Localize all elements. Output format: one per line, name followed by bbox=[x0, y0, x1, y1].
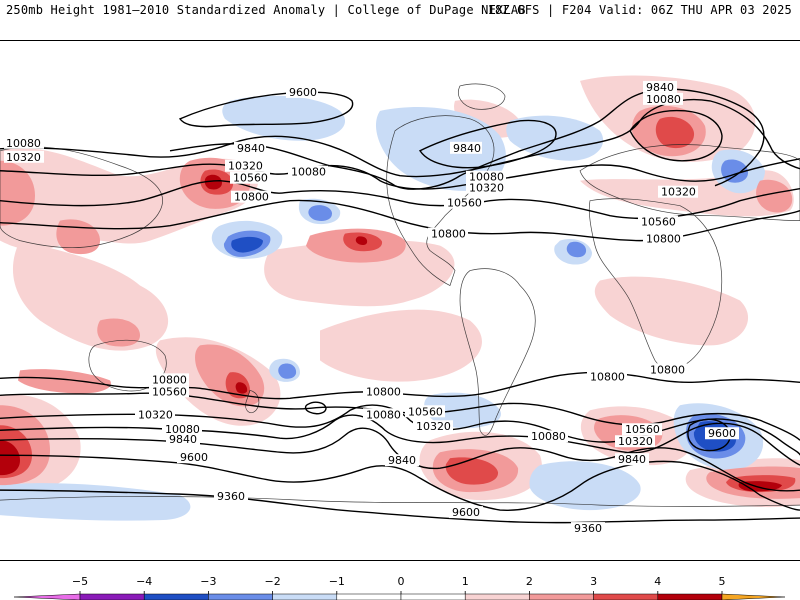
contour-label-9840-sh-atlantic: 9840 bbox=[388, 454, 416, 467]
contour-label-10560-sh-pacific: 10560 bbox=[408, 405, 443, 418]
colorbar-segment bbox=[721, 593, 786, 600]
contour-label-9600-sh-indian: 9600 bbox=[708, 427, 736, 440]
colorbar-tick-label: −2 bbox=[264, 575, 280, 588]
anomaly-colorbar: −5 −4 −3 −2 −1 0 1 2 3 4 5 bbox=[13, 575, 786, 600]
contour-label-9360-sh-indian: 9360 bbox=[574, 522, 602, 535]
colorbar-tick-label: −4 bbox=[136, 575, 152, 588]
contour-label-10080-nh-pacific: 10080 bbox=[291, 166, 326, 179]
colorbar-tick-label: 0 bbox=[398, 575, 405, 588]
colorbar-ticks: −5 −4 −3 −2 −1 0 1 2 3 4 5 bbox=[72, 575, 726, 594]
colorbar-segments bbox=[13, 593, 786, 600]
contour-label-10320-nh-asia: 10320 bbox=[661, 186, 696, 199]
contour-label-9840-nh-pacific: 9840 bbox=[237, 142, 265, 155]
anomaly-shading bbox=[0, 75, 800, 521]
colorbar-segment bbox=[657, 593, 723, 600]
colorbar-tick-label: 2 bbox=[526, 575, 533, 588]
colorbar-segment bbox=[336, 593, 402, 600]
colorbar-segment bbox=[13, 593, 81, 600]
contour-label-10320-sh-west: 10320 bbox=[138, 408, 173, 421]
contour-label-9600-sh-atlantic: 9600 bbox=[452, 506, 480, 519]
colorbar-segment bbox=[272, 593, 338, 600]
contour-label-10080-nh-west: 10080 bbox=[6, 137, 41, 150]
colorbar-segment bbox=[79, 593, 145, 600]
contour-labels: 9600 9840 10080 10080 10320 9840 9840 10… bbox=[4, 81, 739, 535]
map-title: 250mb Height 1981–2010 Standardized Anom… bbox=[6, 3, 526, 17]
colorbar-tick-label: −3 bbox=[200, 575, 216, 588]
colorbar-segment bbox=[208, 593, 273, 600]
contour-label-9840-nh-east: 9840 bbox=[646, 81, 674, 94]
contour-label-10320-sh-indian: 10320 bbox=[618, 435, 653, 448]
contour-label-10560-sh-west: 10560 bbox=[152, 385, 187, 398]
contour-label-10080-nh-atlantic: 10080 bbox=[469, 171, 504, 184]
colorbar-segment bbox=[400, 593, 466, 600]
contour-label-10320-nh-west: 10320 bbox=[6, 151, 41, 164]
colorbar-segment bbox=[143, 593, 209, 600]
contour-label-10080-sh-pacific: 10080 bbox=[366, 408, 401, 421]
contour-label-10800-sh-indian: 10800 bbox=[650, 363, 685, 376]
contour-label-10080-sh-west: 10080 bbox=[165, 423, 200, 436]
contour-label-10320-sh-pacific: 10320 bbox=[416, 420, 451, 433]
contour-label-10800-sh-pacific: 10800 bbox=[366, 385, 401, 398]
model-run-info: 18Z GFS | F204 Valid: 06Z THU APR 03 202… bbox=[487, 3, 792, 17]
colorbar-segment bbox=[529, 593, 594, 600]
contour-label-9840-sh-west: 9840 bbox=[169, 433, 197, 446]
colorbar-tick-label: 4 bbox=[654, 575, 661, 588]
contour-label-9840-nh-atlantic: 9840 bbox=[453, 142, 481, 155]
contour-label-10560-sh-indian: 10560 bbox=[625, 423, 660, 436]
contour-label-10800-nh-atlantic: 10800 bbox=[431, 228, 466, 241]
contour-label-10800-sh-atlantic: 10800 bbox=[590, 370, 625, 383]
contour-label-10080-nh-east: 10080 bbox=[646, 93, 681, 106]
contour-label-10800-nh-pacific: 10800 bbox=[234, 191, 269, 204]
contour-label-9840-sh-indian: 9840 bbox=[618, 453, 646, 466]
colorbar-tick-label: −1 bbox=[329, 575, 345, 588]
contour-label-10320-nh-atlantic: 10320 bbox=[469, 182, 504, 195]
colorbar-segment bbox=[593, 593, 659, 600]
colorbar-tick-label: 1 bbox=[462, 575, 469, 588]
contour-label-10800-nh-asia: 10800 bbox=[646, 233, 681, 246]
contour-label-9360-sh-west: 9360 bbox=[217, 490, 245, 503]
contour-label-10560-nh-asia: 10560 bbox=[641, 216, 676, 229]
contour-label-9600-nh: 9600 bbox=[289, 86, 317, 99]
contour-label-10800-sh-west: 10800 bbox=[152, 373, 187, 386]
contour-label-9600-sh-west: 9600 bbox=[180, 451, 208, 464]
contour-label-10080-sh-atlantic: 10080 bbox=[531, 430, 566, 443]
colorbar-tick-label: −5 bbox=[72, 575, 88, 588]
contour-label-10320-nh-pacific: 10320 bbox=[228, 160, 263, 173]
colorbar-segment bbox=[464, 593, 530, 600]
colorbar-tick-label: 5 bbox=[719, 575, 726, 588]
contour-label-10560-nh-pacific: 10560 bbox=[233, 172, 268, 185]
anomaly-map: 9600 9840 10080 10080 10320 9840 9840 10… bbox=[0, 40, 800, 561]
colorbar-tick-label: 3 bbox=[590, 575, 597, 588]
contour-label-10560-nh-atlantic: 10560 bbox=[447, 197, 482, 210]
